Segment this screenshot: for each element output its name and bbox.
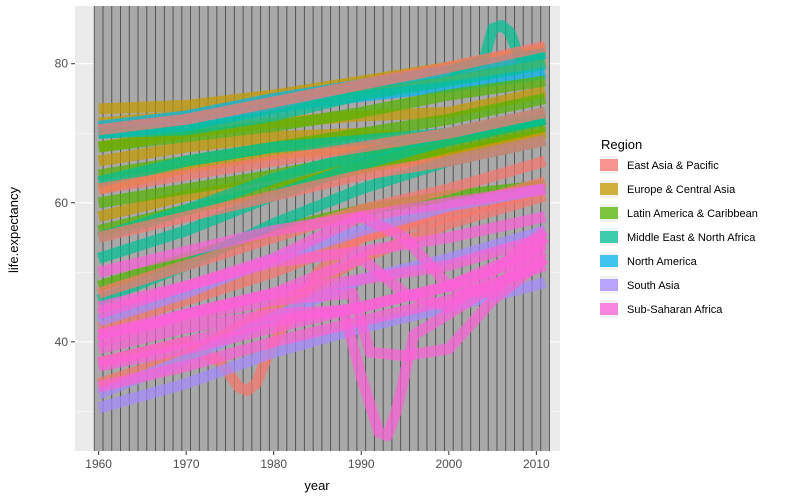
x-axis-title: year — [304, 478, 330, 493]
y-tick-label: 60 — [55, 196, 69, 210]
x-tick-label: 1980 — [260, 457, 287, 471]
series-line — [97, 183, 546, 278]
legend-swatch — [600, 231, 618, 243]
series-line — [97, 239, 548, 372]
x-tick-label: 2010 — [523, 457, 550, 471]
y-tick-label: 80 — [55, 57, 69, 71]
series-line — [97, 107, 547, 195]
legend: Region East Asia & Pacific Europe & Centr… — [600, 137, 758, 318]
series-line — [97, 40, 547, 136]
legend-title: Region — [601, 137, 642, 152]
legend-label: Sub-Saharan Africa — [627, 304, 723, 316]
x-tick-label: 2000 — [435, 457, 462, 471]
x-tick-label: 1960 — [85, 457, 112, 471]
legend-swatch — [600, 159, 618, 171]
series-line — [97, 254, 549, 362]
series-line — [98, 58, 547, 139]
series-line — [97, 75, 546, 153]
y-axis-title: life.expectancy — [6, 187, 21, 273]
legend-label: Middle East & North Africa — [627, 232, 756, 244]
legend-swatch — [600, 303, 618, 315]
legend-swatch — [600, 207, 618, 219]
series-lines — [96, 20, 550, 442]
x-tick-label: 1970 — [173, 457, 200, 471]
legend-swatch — [600, 183, 618, 195]
legend-label: South Asia — [627, 280, 680, 292]
series-line — [97, 253, 548, 442]
legend-label: Latin America & Caribbean — [627, 208, 758, 220]
series-line — [97, 134, 547, 243]
legend-swatch — [600, 279, 618, 291]
legend-label: East Asia & Pacific — [627, 160, 719, 172]
axes: 1960 1970 1980 1990 2000 2010 40 60 80 — [55, 57, 550, 471]
legend-swatch — [600, 255, 618, 267]
legend-label: North America — [627, 256, 698, 268]
x-tick-label: 1990 — [348, 457, 375, 471]
y-tick-label: 40 — [55, 335, 69, 349]
legend-label: Europe & Central Asia — [627, 184, 736, 196]
